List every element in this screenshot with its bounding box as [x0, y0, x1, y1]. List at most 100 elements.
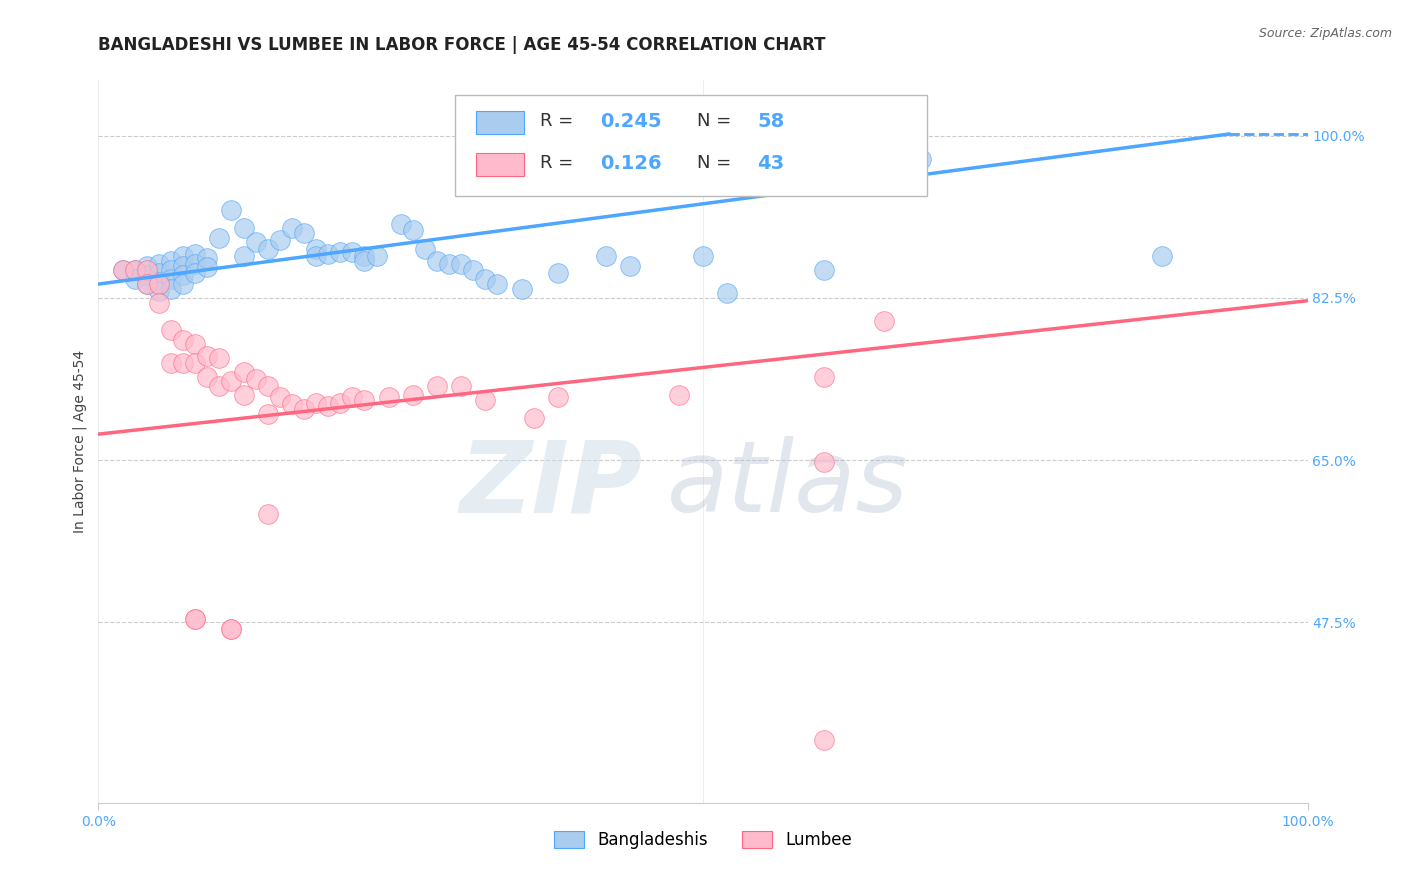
Point: [281, 397, 304, 411]
Point: [148, 277, 170, 291]
Point: [172, 259, 194, 273]
Point: [413, 242, 436, 256]
Point: [221, 375, 243, 389]
Point: [111, 263, 134, 277]
Point: [256, 507, 278, 521]
Point: [111, 263, 134, 277]
Point: [813, 455, 835, 469]
Point: [342, 390, 364, 404]
Point: [389, 217, 412, 231]
Point: [148, 257, 170, 271]
Text: atlas: atlas: [666, 436, 908, 533]
Point: [124, 263, 146, 277]
Text: BANGLADESHI VS LUMBEE IN LABOR FORCE | AGE 45-54 CORRELATION CHART: BANGLADESHI VS LUMBEE IN LABOR FORCE | A…: [98, 36, 825, 54]
Legend: Bangladeshis, Lumbee: Bangladeshis, Lumbee: [548, 824, 858, 856]
Point: [269, 390, 291, 404]
Point: [668, 388, 690, 402]
Point: [135, 259, 157, 273]
Point: [813, 369, 835, 384]
Point: [160, 272, 183, 286]
Point: [305, 249, 328, 263]
Text: N =: N =: [697, 112, 737, 130]
Point: [377, 390, 399, 404]
Point: [366, 249, 388, 263]
Point: [256, 242, 278, 256]
Y-axis label: In Labor Force | Age 45-54: In Labor Force | Age 45-54: [73, 350, 87, 533]
FancyBboxPatch shape: [456, 95, 927, 196]
Point: [184, 612, 207, 626]
Text: R =: R =: [540, 154, 579, 172]
Point: [426, 379, 449, 393]
Point: [256, 407, 278, 421]
Point: [195, 349, 218, 363]
Point: [474, 272, 496, 286]
Point: [329, 395, 352, 409]
Point: [124, 272, 146, 286]
Point: [245, 235, 267, 250]
Point: [184, 337, 207, 351]
Point: [148, 285, 170, 299]
Point: [232, 388, 254, 402]
Text: N =: N =: [697, 154, 737, 172]
Point: [172, 249, 194, 263]
Point: [135, 263, 157, 277]
Point: [716, 286, 738, 301]
Point: [595, 249, 617, 263]
Point: [292, 226, 315, 240]
Point: [813, 263, 835, 277]
Point: [547, 390, 569, 404]
Point: [172, 268, 194, 282]
Point: [172, 356, 194, 370]
Point: [172, 277, 194, 291]
Point: [184, 266, 207, 280]
Point: [813, 732, 835, 747]
Point: [232, 221, 254, 235]
Text: 0.245: 0.245: [600, 112, 662, 131]
Point: [195, 260, 218, 275]
Point: [160, 282, 183, 296]
Point: [281, 221, 304, 235]
Point: [148, 295, 170, 310]
Point: [1152, 249, 1174, 263]
Point: [547, 266, 569, 280]
Point: [523, 411, 546, 425]
Point: [124, 263, 146, 277]
FancyBboxPatch shape: [475, 112, 524, 135]
Point: [305, 242, 328, 256]
Point: [450, 379, 472, 393]
Point: [269, 233, 291, 247]
Point: [245, 371, 267, 385]
Point: [402, 388, 425, 402]
Point: [195, 251, 218, 265]
Point: [232, 365, 254, 379]
Point: [437, 257, 460, 271]
Point: [148, 266, 170, 280]
Point: [172, 333, 194, 347]
Point: [450, 257, 472, 271]
Text: 43: 43: [758, 153, 785, 173]
Point: [195, 369, 218, 384]
Point: [184, 356, 207, 370]
Point: [184, 257, 207, 271]
Point: [510, 282, 533, 296]
Point: [135, 268, 157, 282]
Point: [619, 259, 641, 273]
Point: [486, 277, 509, 291]
Point: [160, 356, 183, 370]
Point: [160, 263, 183, 277]
Point: [148, 275, 170, 289]
Text: R =: R =: [540, 112, 579, 130]
Text: 0.126: 0.126: [600, 153, 662, 173]
Point: [463, 263, 485, 277]
Point: [305, 395, 328, 409]
Point: [316, 400, 339, 414]
Point: [135, 277, 157, 291]
FancyBboxPatch shape: [475, 153, 524, 177]
Point: [232, 249, 254, 263]
Point: [221, 622, 243, 636]
Point: [353, 254, 375, 268]
Point: [329, 244, 352, 259]
Point: [316, 247, 339, 261]
Point: [426, 254, 449, 268]
Text: 58: 58: [758, 112, 785, 131]
